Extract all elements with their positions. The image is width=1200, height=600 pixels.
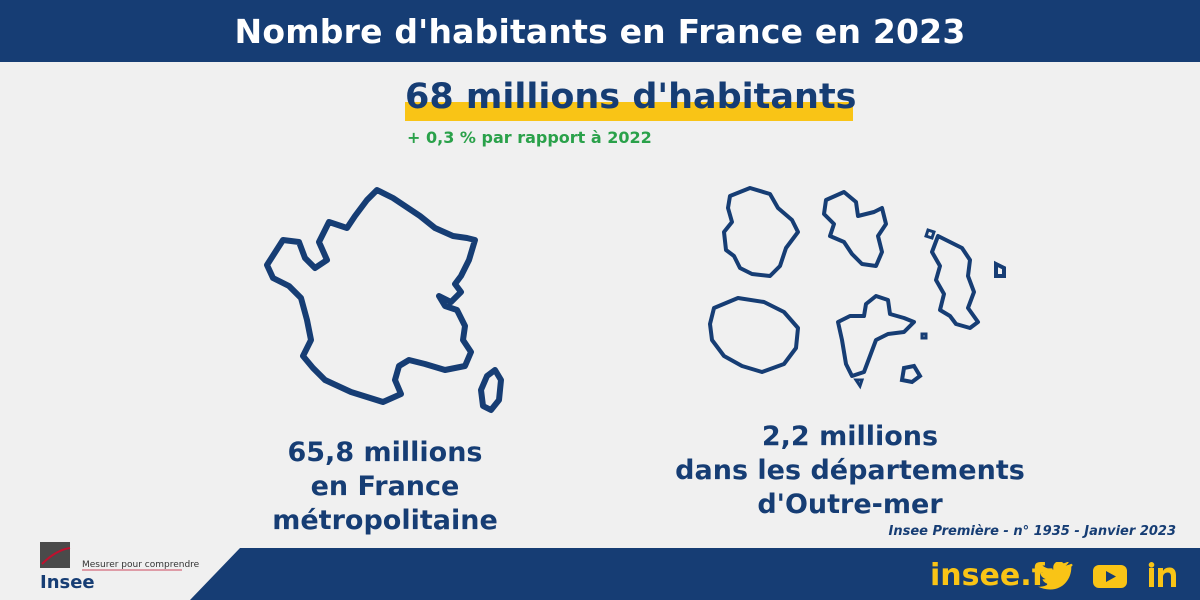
- outremer-label-1: dans les départements: [675, 455, 1025, 486]
- linkedin-icon[interactable]: [1146, 562, 1182, 590]
- headline-highlight: [405, 102, 853, 121]
- outremer-label-2: d'Outre-mer: [757, 489, 943, 520]
- headline-block: 68 millions d'habitants: [405, 72, 857, 122]
- page-title: Nombre d'habitants en France en 2023: [234, 11, 966, 51]
- insee-tagline: Mesurer pour comprendre: [82, 560, 200, 570]
- twitter-icon[interactable]: [1038, 562, 1074, 590]
- metro-label: en France métropolitaine: [272, 471, 498, 536]
- outremer-caption: 2,2 millions dans les départements d'Out…: [665, 420, 1035, 522]
- header-bar: Nombre d'habitants en France en 2023: [0, 0, 1200, 62]
- metro-caption: 65,8 millions en France métropolitaine: [195, 436, 575, 538]
- source-citation: Insee Première - n° 1935 - Janvier 2023: [888, 524, 1176, 539]
- overseas-departments-map-icon: [708, 186, 1006, 390]
- insee-logo-text: Insee: [40, 572, 95, 593]
- metro-population: 65,8 millions: [287, 437, 483, 468]
- outremer-population: 2,2 millions: [761, 421, 939, 452]
- youtube-icon[interactable]: [1092, 562, 1128, 590]
- france-map-icon: [264, 187, 504, 413]
- total-population: 68 millions d'habitants: [405, 77, 857, 117]
- population-change: + 0,3 % par rapport à 2022: [407, 128, 652, 147]
- insee-website-link[interactable]: insee.fr: [930, 558, 1060, 593]
- insee-logo: [40, 542, 182, 571]
